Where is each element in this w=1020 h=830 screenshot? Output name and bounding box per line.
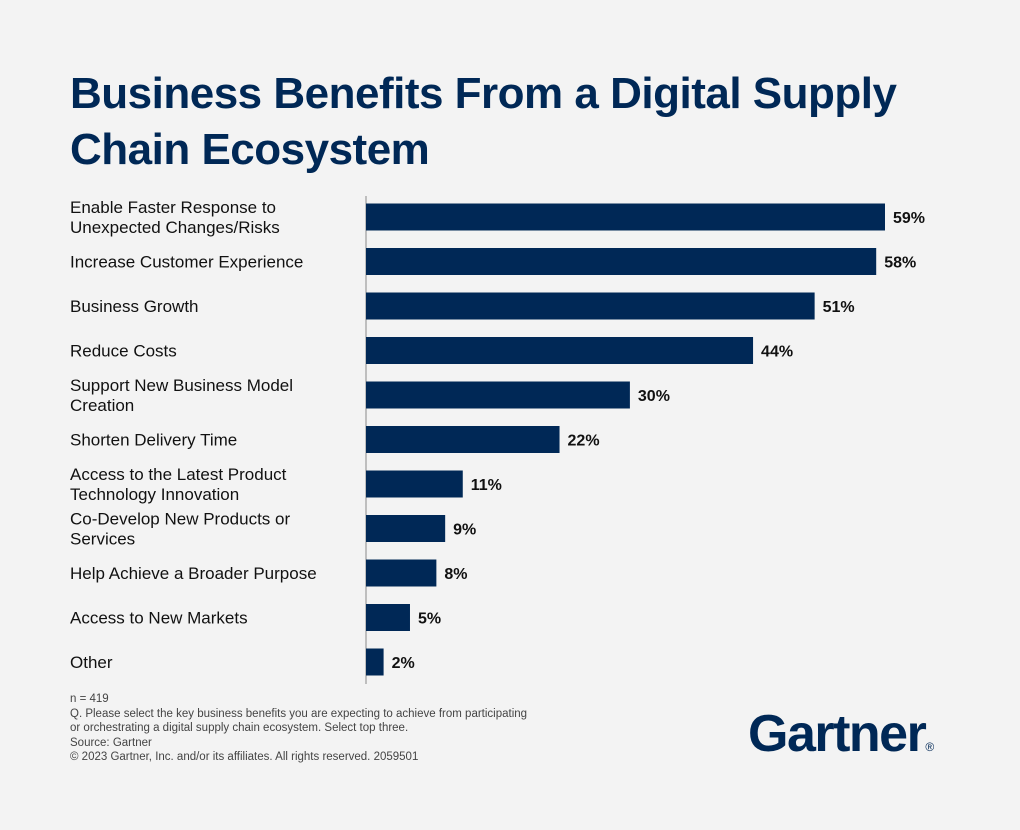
bar (366, 515, 446, 542)
bar (366, 337, 754, 364)
value-label: 8% (444, 566, 467, 583)
category-label: Reduce Costs (70, 342, 177, 361)
category-label: Unexpected Changes/Risks (70, 218, 280, 237)
category-label: Access to the Latest Product (70, 465, 287, 484)
category-label: Creation (70, 396, 134, 415)
value-label: 11% (471, 477, 502, 494)
bar (366, 604, 410, 631)
category-label: Access to New Markets (70, 609, 248, 628)
value-label: 59% (893, 210, 925, 227)
value-label: 51% (823, 299, 855, 316)
registered-mark: ® (925, 740, 935, 754)
chart-title: Business Benefits From a Digital Supply … (70, 69, 897, 174)
bar (366, 248, 877, 275)
bar (366, 426, 560, 453)
bar (366, 470, 463, 498)
logo-text: Gartner (748, 705, 927, 763)
category-label: Other (70, 653, 113, 672)
value-label: 30% (638, 388, 670, 405)
value-label: 22% (568, 433, 600, 450)
category-label: Business Growth (70, 297, 199, 316)
bar (366, 381, 630, 409)
category-label: Increase Customer Experience (70, 253, 303, 272)
survey-question-line-1: Q. Please select the key business benefi… (70, 707, 528, 720)
survey-question-line-2: or orchestrating a digital supply chain … (70, 722, 409, 734)
bar (366, 559, 437, 587)
value-label: 2% (392, 655, 415, 672)
bar (366, 292, 815, 320)
category-label: Shorten Delivery Time (70, 431, 237, 450)
category-label: Co-Develop New Products or (70, 510, 290, 529)
category-label: Enable Faster Response to (70, 198, 276, 217)
sample-size: n = 419 (70, 693, 109, 705)
category-label: Help Achieve a Broader Purpose (70, 564, 317, 583)
bar (366, 203, 885, 231)
bar (366, 648, 384, 676)
value-label: 9% (453, 522, 476, 539)
value-label: 5% (418, 611, 441, 628)
chart-footnote: n = 419 Q. Please select the key busines… (70, 692, 527, 765)
value-label: 44% (761, 344, 793, 361)
value-label: 58% (884, 255, 916, 272)
source: Source: Gartner (70, 736, 152, 749)
category-label: Support New Business Model (70, 376, 293, 395)
copyright: © 2023 Gartner, Inc. and/or its affiliat… (70, 751, 419, 763)
category-label: Technology Innovation (70, 485, 239, 504)
category-label: Services (70, 530, 135, 549)
gartner-logo: Gartner® (748, 704, 934, 764)
